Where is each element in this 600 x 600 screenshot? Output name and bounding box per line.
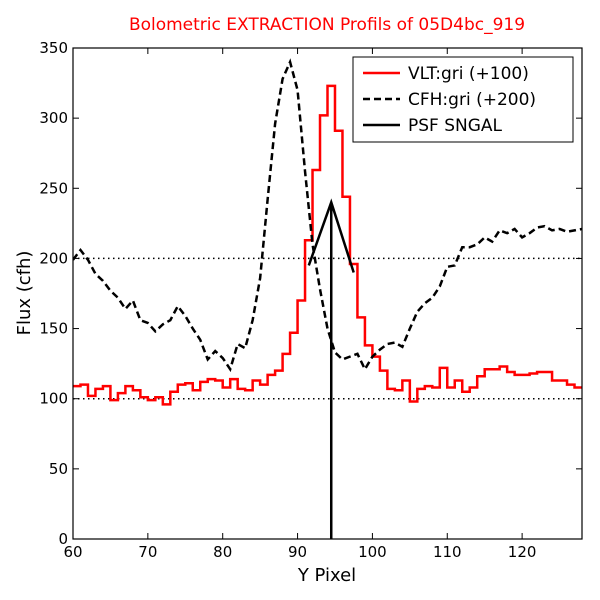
legend-label-1: VLT:gri (+100) xyxy=(408,64,529,84)
legend-label-2: CFH:gri (+200) xyxy=(408,90,536,110)
legend: VLT:gri (+100) CFH:gri (+200) PSF SNGAL xyxy=(352,56,574,143)
y-tick-label: 200 xyxy=(39,249,68,267)
x-tick-label: 70 xyxy=(138,543,157,561)
y-tick-label: 350 xyxy=(39,39,68,57)
series-line-2 xyxy=(73,58,582,373)
x-tick-label: 100 xyxy=(358,543,387,561)
y-tick-label: 250 xyxy=(39,179,68,197)
y-axis-label: Flux (cfh) xyxy=(14,251,35,336)
axes-frame xyxy=(72,47,583,540)
x-axis-label: Y Pixel xyxy=(297,565,356,586)
series-line-3 xyxy=(307,198,355,273)
plot-area: 60 70 80 90 100 110 120 0 50 100 150 200 250 300 350 xyxy=(39,39,583,561)
chart-title: Bolometric EXTRACTION Profils of 05D4bc_… xyxy=(129,15,525,35)
legend-label-3: PSF SNGAL xyxy=(408,116,503,136)
y-tick-label: 50 xyxy=(49,460,68,478)
series-line-1 xyxy=(73,84,582,406)
x-tick-label: 90 xyxy=(288,543,307,561)
x-tick-label: 80 xyxy=(213,543,232,561)
y-tick-label: 150 xyxy=(39,320,68,338)
x-tick-label: 110 xyxy=(433,543,462,561)
series-group xyxy=(73,58,582,539)
y-tick-label: 100 xyxy=(39,390,68,408)
y-tick-label: 300 xyxy=(39,109,68,127)
x-tick-label: 60 xyxy=(63,543,82,561)
x-tick-label: 120 xyxy=(508,543,537,561)
y-tick-label: 0 xyxy=(58,530,68,548)
